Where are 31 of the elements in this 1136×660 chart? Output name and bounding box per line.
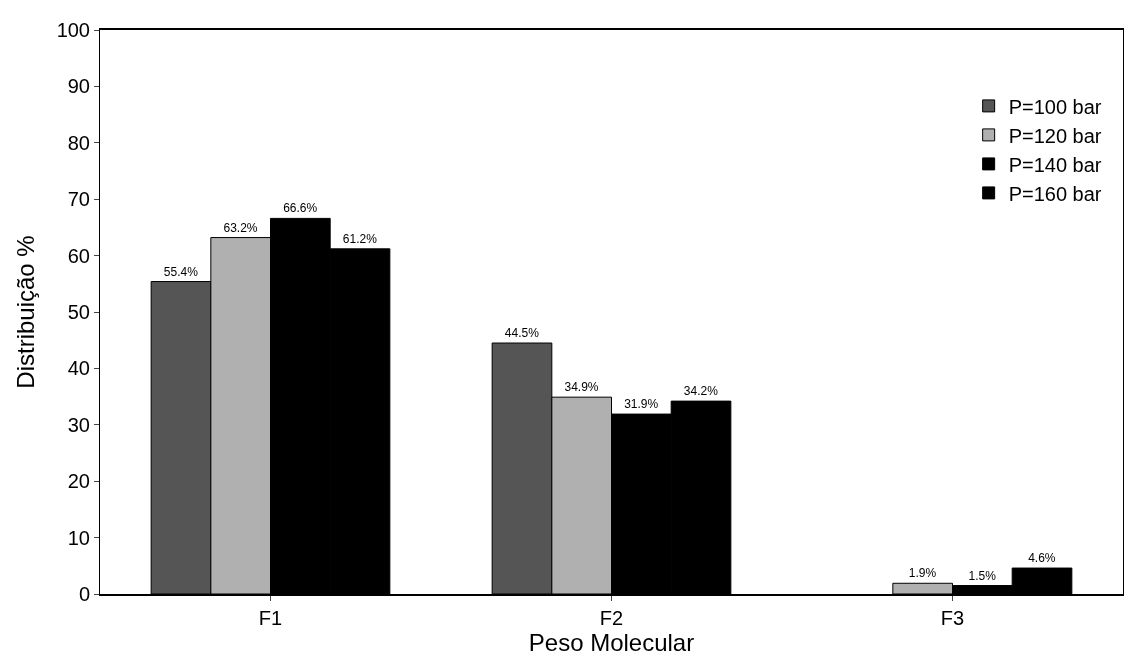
data-label: 63.2% [223, 220, 258, 235]
y-axis-title: Distribuição % [11, 235, 39, 389]
data-label: 55.4% [163, 264, 199, 279]
x-tick-label: F3 [940, 607, 965, 629]
data-label: 4.6% [1028, 551, 1056, 566]
x-axis-title: Peso Molecular [528, 629, 695, 656]
y-tick-label: 100 [56, 19, 90, 41]
y-tick-label: 0 [78, 583, 90, 605]
data-label: 61.2% [342, 231, 378, 246]
y-tick-label: 60 [67, 244, 90, 267]
data-label: 66.6% [283, 201, 318, 216]
legend-label: P=140 bar [1008, 153, 1102, 176]
x-tick-label: F2 [599, 607, 624, 629]
y-tick-label: 50 [67, 301, 90, 323]
y-tick-label: 40 [67, 357, 90, 380]
legend-label: P=160 bar [1008, 182, 1102, 205]
legend-label: P=100 bar [1008, 95, 1102, 118]
y-tick-label: 30 [67, 413, 90, 436]
data-label: 34.2% [683, 384, 719, 399]
y-tick-label: 10 [67, 526, 90, 549]
data-label: 44.5% [504, 326, 540, 341]
y-tick-label: 70 [67, 188, 90, 211]
data-label: 1.9% [908, 566, 937, 581]
data-label: 31.9% [624, 397, 659, 412]
y-tick-label: 20 [67, 470, 90, 493]
x-tick-label: F1 [258, 607, 283, 629]
y-tick-label: 80 [67, 131, 90, 154]
y-tick-label: 90 [67, 75, 90, 98]
legend-label: P=120 bar [1008, 124, 1102, 147]
data-label: 34.9% [564, 380, 599, 395]
data-label: 1.5% [968, 568, 997, 583]
